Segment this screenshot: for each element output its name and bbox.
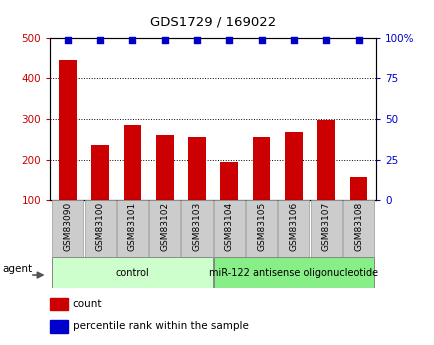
- Text: GSM83102: GSM83102: [160, 202, 169, 251]
- Text: GSM83090: GSM83090: [63, 202, 72, 251]
- Bar: [50, 298, 68, 310]
- Bar: [213, 257, 373, 288]
- Point: [322, 37, 329, 42]
- Bar: [342, 200, 373, 257]
- Bar: [252, 137, 270, 241]
- Bar: [310, 200, 341, 257]
- Bar: [220, 162, 238, 241]
- Point: [161, 37, 168, 42]
- Text: agent: agent: [3, 264, 33, 274]
- Point: [225, 37, 232, 42]
- Text: GSM83108: GSM83108: [353, 202, 362, 251]
- Bar: [155, 135, 173, 241]
- Bar: [246, 200, 276, 257]
- Point: [193, 37, 200, 42]
- Text: GSM83106: GSM83106: [289, 202, 298, 251]
- Text: control: control: [115, 268, 149, 277]
- Bar: [278, 200, 309, 257]
- Bar: [91, 145, 109, 241]
- Point: [354, 37, 361, 42]
- Point: [96, 37, 103, 42]
- Point: [64, 37, 71, 42]
- Bar: [181, 200, 212, 257]
- Bar: [117, 200, 148, 257]
- Bar: [52, 200, 83, 257]
- Text: GSM83101: GSM83101: [128, 202, 137, 251]
- Point: [257, 37, 264, 42]
- Text: GDS1729 / 169022: GDS1729 / 169022: [150, 16, 276, 29]
- Text: GSM83100: GSM83100: [95, 202, 104, 251]
- Bar: [187, 137, 205, 241]
- Point: [128, 37, 135, 42]
- Text: miR-122 antisense oligonucleotide: miR-122 antisense oligonucleotide: [209, 268, 378, 277]
- Bar: [316, 120, 334, 241]
- Bar: [213, 200, 244, 257]
- Bar: [284, 132, 302, 241]
- Point: [290, 37, 297, 42]
- Text: percentile rank within the sample: percentile rank within the sample: [73, 322, 248, 332]
- Bar: [123, 125, 141, 241]
- Bar: [349, 177, 367, 241]
- Bar: [84, 200, 115, 257]
- Text: GSM83105: GSM83105: [256, 202, 266, 251]
- Text: GSM83104: GSM83104: [224, 202, 233, 251]
- Text: count: count: [73, 299, 102, 309]
- Bar: [52, 257, 212, 288]
- Bar: [149, 200, 180, 257]
- Bar: [59, 60, 76, 241]
- Text: GSM83103: GSM83103: [192, 202, 201, 251]
- Text: GSM83107: GSM83107: [321, 202, 330, 251]
- Bar: [50, 320, 68, 333]
